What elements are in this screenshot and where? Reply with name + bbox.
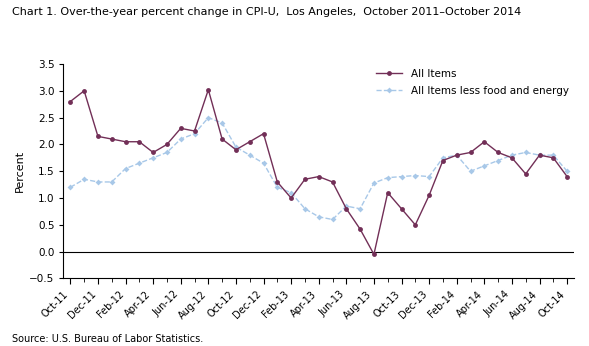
All Items less food and energy [246, 153, 253, 157]
All Items less food and energy [370, 181, 378, 185]
All Items less food and energy [495, 158, 502, 163]
All Items [398, 207, 405, 211]
All Items [550, 156, 557, 160]
All Items [81, 89, 88, 93]
All Items [453, 153, 460, 157]
All Items [370, 252, 378, 256]
All Items less food and energy [522, 151, 530, 155]
All Items [260, 131, 267, 136]
All Items [67, 99, 74, 103]
All Items less food and energy [191, 131, 198, 136]
All Items less food and energy [108, 180, 115, 184]
All Items less food and energy [260, 161, 267, 165]
Y-axis label: Percent: Percent [15, 150, 25, 192]
All Items [356, 227, 363, 231]
All Items less food and energy [426, 174, 433, 179]
All Items less food and energy [508, 153, 515, 157]
All Items less food and energy [453, 153, 460, 157]
All Items [467, 151, 474, 155]
All Items [508, 156, 515, 160]
All Items [522, 172, 530, 176]
All Items less food and energy [302, 207, 309, 211]
All Items less food and energy [329, 217, 336, 221]
All Items less food and energy [67, 185, 74, 189]
All Items less food and energy [122, 166, 129, 171]
All Items less food and energy [439, 156, 446, 160]
All Items [94, 134, 101, 138]
All Items less food and energy [81, 177, 88, 181]
All Items less food and energy [233, 145, 240, 149]
All Items [191, 129, 198, 133]
All Items [233, 148, 240, 152]
All Items less food and energy [274, 185, 281, 189]
All Items less food and energy [163, 151, 170, 155]
All Items [219, 137, 226, 141]
All Items [108, 137, 115, 141]
All Items [287, 196, 294, 200]
All Items [177, 126, 184, 130]
Text: Source: U.S. Bureau of Labor Statistics.: Source: U.S. Bureau of Labor Statistics. [12, 334, 203, 344]
All Items less food and energy [536, 153, 543, 157]
All Items [426, 193, 433, 198]
All Items [343, 207, 350, 211]
All Items [274, 180, 281, 184]
All Items [136, 140, 143, 144]
All Items [163, 142, 170, 146]
All Items [439, 158, 446, 163]
All Items less food and energy [94, 180, 101, 184]
All Items [315, 174, 322, 179]
Text: Chart 1. Over-the-year percent change in CPI-U,  Los Angeles,  October 2011–Octo: Chart 1. Over-the-year percent change in… [12, 7, 521, 17]
Line: All Items less food and energy: All Items less food and energy [68, 116, 569, 221]
All Items [412, 223, 419, 227]
All Items less food and energy [481, 164, 488, 168]
All Items [150, 151, 157, 155]
All Items less food and energy [136, 161, 143, 165]
All Items [481, 140, 488, 144]
All Items less food and energy [356, 207, 363, 211]
All Items less food and energy [412, 173, 419, 177]
All Items [205, 88, 212, 92]
All Items [384, 191, 391, 195]
All Items less food and energy [219, 121, 226, 125]
All Items less food and energy [564, 169, 571, 173]
All Items [302, 177, 309, 181]
Line: All Items: All Items [68, 87, 570, 257]
All Items less food and energy [205, 116, 212, 120]
Legend: All Items, All Items less food and energy: All Items, All Items less food and energ… [376, 69, 569, 96]
All Items [536, 153, 543, 157]
All Items [495, 151, 502, 155]
All Items less food and energy [287, 191, 294, 195]
All Items less food and energy [150, 156, 157, 160]
All Items [246, 140, 253, 144]
All Items less food and energy [177, 137, 184, 141]
All Items [122, 140, 129, 144]
All Items less food and energy [384, 175, 391, 180]
All Items less food and energy [398, 174, 405, 179]
All Items less food and energy [343, 204, 350, 208]
All Items less food and energy [467, 169, 474, 173]
All Items [564, 174, 571, 179]
All Items [329, 180, 336, 184]
All Items less food and energy [550, 153, 557, 157]
All Items less food and energy [315, 215, 322, 219]
